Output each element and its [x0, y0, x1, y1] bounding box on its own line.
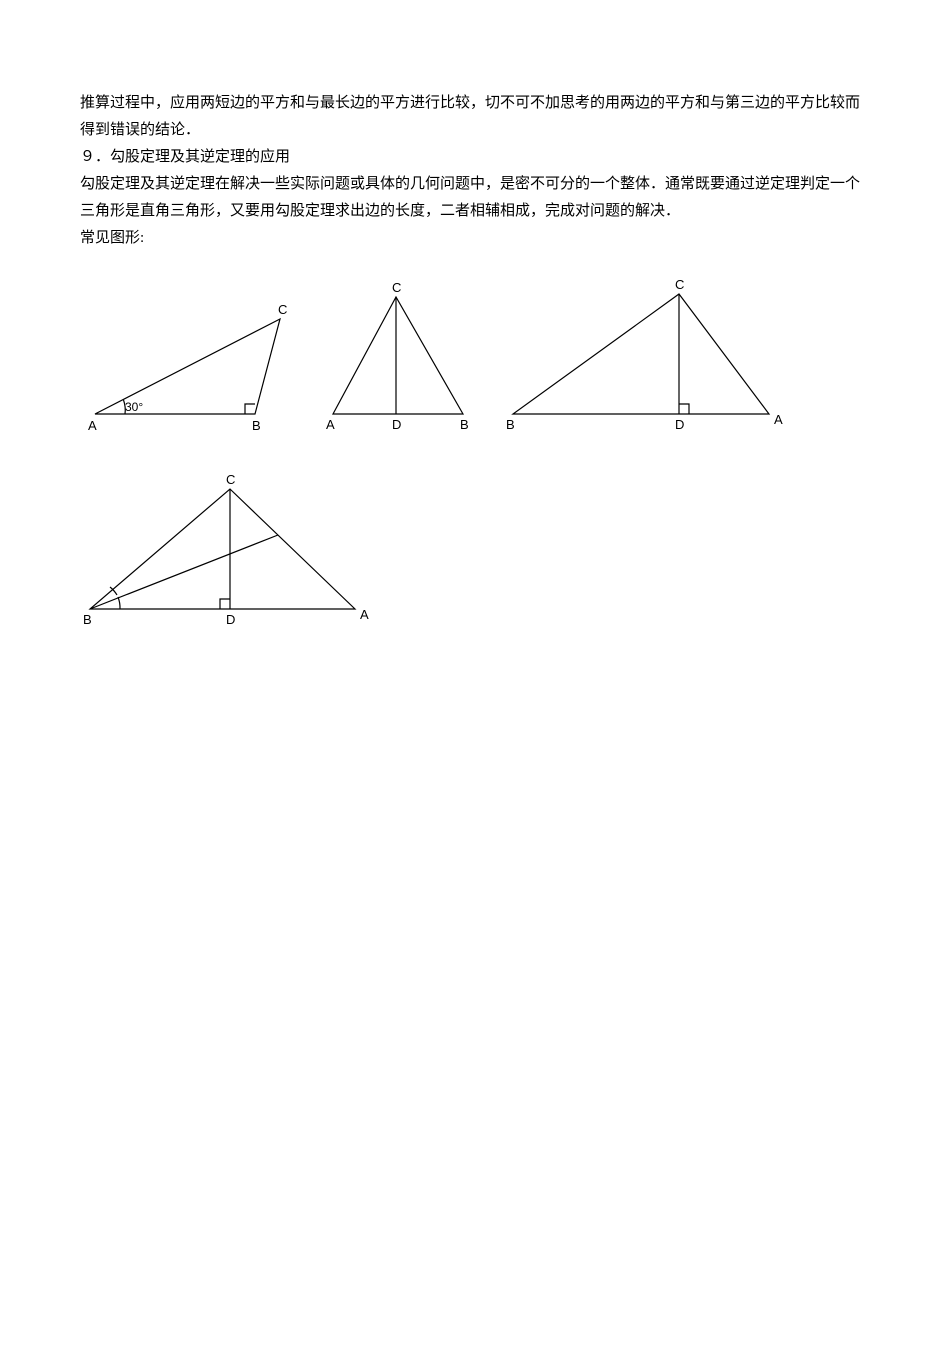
figure-3: B A C D — [501, 274, 791, 434]
fig1-angle-30: 30° — [125, 400, 143, 414]
paragraph-2: 勾股定理及其逆定理在解决一些实际问题或具体的几何问题中，是密不可分的一个整体．通… — [80, 171, 870, 225]
fig4-label-C: C — [226, 472, 235, 487]
content-text: 推算过程中，应用两短边的平方和与最长边的平方进行比较，切不可不加思考的用两边的平… — [80, 90, 870, 252]
fig3-label-D: D — [675, 417, 684, 432]
fig1-label-C: C — [278, 302, 287, 317]
paragraph-1: 推算过程中，应用两短边的平方和与最长边的平方进行比较，切不可不加思考的用两边的平… — [80, 90, 870, 144]
fig3-label-C: C — [675, 277, 684, 292]
fig2-label-D: D — [392, 417, 401, 432]
fig2-label-A: A — [326, 417, 335, 432]
figure-4: B A C D — [80, 469, 380, 629]
heading-9: ９．勾股定理及其逆定理的应用 — [80, 144, 870, 171]
figures-row-2: B A C D — [80, 469, 870, 634]
fig1-label-B: B — [252, 418, 261, 433]
figures-row-1: A B C 30° A B C D — [80, 274, 870, 434]
fig3-label-B: B — [506, 417, 515, 432]
fig1-label-A: A — [88, 418, 97, 433]
fig2-label-B: B — [460, 417, 469, 432]
fig4-label-A: A — [360, 607, 369, 622]
figure-2: A B C D — [318, 279, 483, 434]
paragraph-3: 常见图形: — [80, 225, 870, 252]
figure-1: A B C 30° — [80, 294, 300, 434]
fig3-label-A: A — [774, 412, 783, 427]
fig2-label-C: C — [392, 280, 401, 295]
fig4-label-D: D — [226, 612, 235, 627]
fig4-label-B: B — [83, 612, 92, 627]
